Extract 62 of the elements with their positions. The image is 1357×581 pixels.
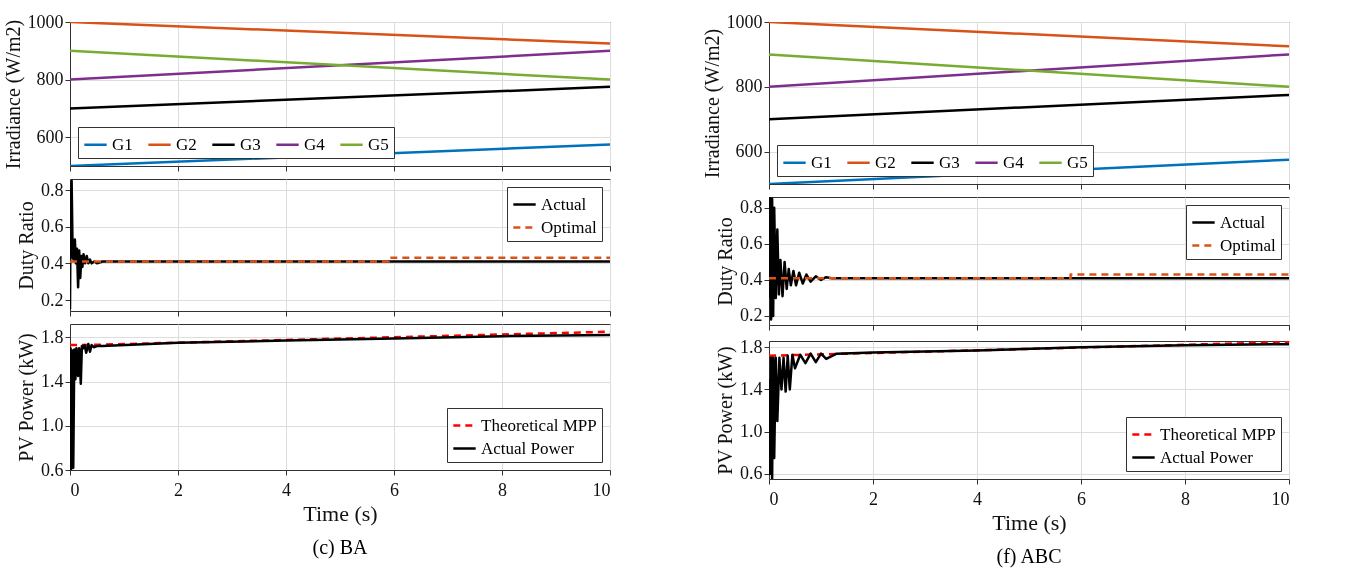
y-tick-label: 1000: [27, 11, 64, 32]
y-axis-title: PV Power (kW): [714, 346, 737, 475]
text: (f) ABC: [996, 545, 1062, 568]
y-axis-title: Duty Ratio: [15, 201, 38, 290]
legend-label: G5: [1067, 152, 1088, 172]
y-tick-label: 1.4: [740, 378, 763, 399]
y-tick-label: 0.6: [740, 233, 763, 254]
y-tick-label: 0.6: [740, 463, 763, 484]
legend-label: G4: [1003, 152, 1025, 172]
y-tick-label: 1.4: [41, 371, 64, 392]
y-tick-label: 800: [735, 76, 763, 97]
legend-label: Optimal: [1220, 235, 1276, 255]
y-tick-label: 0.2: [41, 289, 64, 310]
legend-label: Actual: [541, 194, 587, 214]
legend-label: G1: [112, 134, 133, 154]
y-tick-label: 0.2: [740, 305, 763, 326]
text: (c) BA: [312, 536, 369, 559]
y-tick-label: 800: [36, 69, 64, 90]
y-tick-label: 0.4: [41, 252, 64, 273]
x-tick-label: 6: [390, 479, 399, 500]
y-tick-label: 1.0: [740, 421, 763, 442]
legend-label: G4: [304, 134, 326, 154]
x-tick-label: 4: [973, 488, 982, 509]
x-tick-label: 10: [592, 479, 611, 500]
legend-label: G3: [939, 152, 960, 172]
legend-label: Actual Power: [481, 438, 575, 458]
y-tick-label: 0.8: [740, 197, 763, 218]
y-axis-title: Irradiance (W/m2): [700, 28, 724, 179]
y-axis-title: Duty Ratio: [714, 217, 737, 306]
legend-label: G3: [240, 134, 261, 154]
y-axis-title: Irradiance (W/m2): [1, 19, 25, 170]
x-tick-label: 8: [498, 479, 507, 500]
legend-label: G5: [368, 134, 389, 154]
x-tick-label: 10: [1271, 488, 1290, 509]
x-tick-label: 0: [769, 488, 779, 509]
x-tick-label: 6: [1077, 488, 1086, 509]
y-tick-label: 0.6: [41, 216, 64, 237]
x-tick-label: 0: [70, 479, 80, 500]
legend-label: Theoretical MPP: [1160, 424, 1276, 444]
x-axis-title: Time (s): [303, 500, 378, 526]
y-tick-label: 600: [735, 141, 763, 162]
y-tick-label: 600: [36, 126, 64, 147]
legend-label: G2: [176, 134, 197, 154]
y-tick-label: 1.0: [41, 415, 64, 436]
legend-label: Optimal: [541, 217, 597, 237]
legend-label: Actual: [1220, 212, 1266, 232]
legend-label: Theoretical MPP: [481, 415, 597, 435]
y-tick-label: 0.6: [41, 459, 64, 480]
legend-label: G2: [875, 152, 896, 172]
x-tick-label: 2: [869, 488, 878, 509]
y-tick-label: 1.8: [740, 336, 763, 357]
x-tick-label: 4: [282, 479, 291, 500]
legend-label: G1: [811, 152, 832, 172]
y-axis-title: PV Power (kW): [15, 333, 38, 462]
y-tick-label: 0.4: [740, 269, 763, 290]
x-tick-label: 2: [174, 479, 183, 500]
y-tick-label: 1.8: [41, 326, 64, 347]
y-tick-label: 0.8: [41, 179, 64, 200]
x-tick-label: 8: [1181, 488, 1190, 509]
y-tick-label: 1000: [726, 11, 763, 32]
legend-label: Actual Power: [1160, 447, 1254, 467]
x-axis-title: Time (s): [992, 509, 1067, 535]
